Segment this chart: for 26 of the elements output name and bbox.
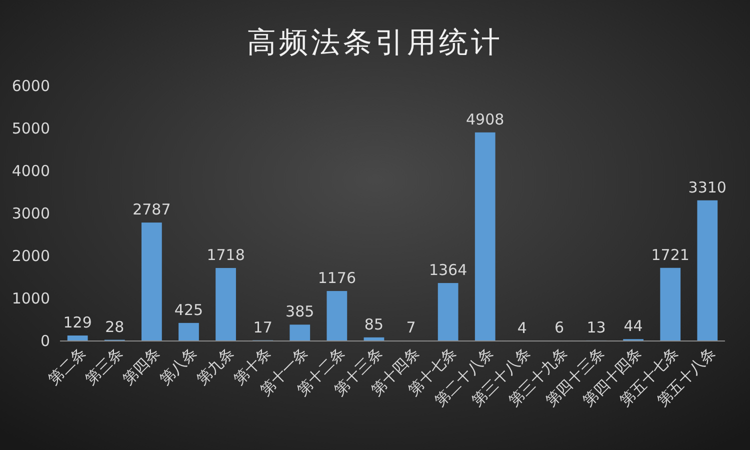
y-tick-label: 1000 — [12, 290, 50, 308]
data-label: 85 — [364, 315, 384, 334]
y-tick-label: 4000 — [12, 162, 50, 180]
data-label: 1364 — [428, 261, 468, 280]
data-label: 1718 — [206, 246, 245, 264]
data-label: 13 — [586, 318, 606, 336]
data-label: 17 — [253, 318, 272, 336]
data-label: 3310 — [688, 178, 726, 196]
data-label: 4908 — [466, 110, 504, 128]
data-label: 425 — [174, 300, 204, 319]
data-label: 2787 — [132, 200, 171, 219]
y-tick-label: 6000 — [12, 77, 50, 95]
data-label: 385 — [286, 302, 314, 321]
data-label: 6 — [554, 318, 564, 337]
y-tick-label: 5000 — [12, 120, 50, 138]
chart-title: 高频法条引用统计 — [247, 25, 503, 59]
data-label: 1721 — [651, 246, 690, 264]
data-label: 7 — [406, 318, 416, 337]
y-tick-label: 3000 — [12, 204, 50, 222]
data-label: 4 — [517, 318, 527, 337]
y-tick-label: 0 — [40, 332, 50, 350]
data-label: 44 — [624, 317, 643, 336]
data-label: 1176 — [318, 269, 356, 288]
data-label: 28 — [105, 318, 124, 336]
data-label: 129 — [63, 314, 92, 332]
y-tick-label: 2000 — [12, 247, 50, 265]
